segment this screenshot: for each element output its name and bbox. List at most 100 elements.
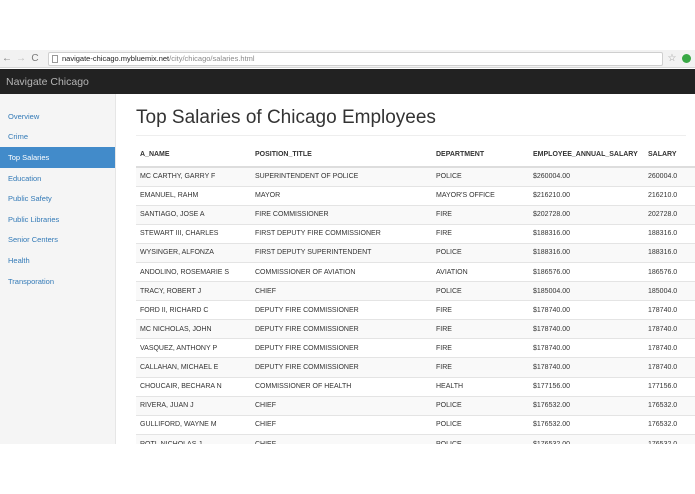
cell-name: VASQUEZ, ANTHONY P [136, 338, 251, 358]
cell-salary: 202728.0 [644, 204, 695, 225]
cell-employee-annual-salary: $188316.00 [529, 223, 644, 244]
cell-salary: 176532.0 [644, 395, 695, 416]
cell-employee-annual-salary: $186576.00 [529, 261, 644, 282]
page-icon [52, 54, 58, 63]
cell-position-title: CHIEF [251, 414, 432, 435]
cell-employee-annual-salary: $178740.00 [529, 338, 644, 358]
table-row: ANDOLINO, ROSEMARIE S COMMISSIONER OF AVI… [136, 261, 695, 282]
cell-position-title: COMMISSIONER OF AVIATION [251, 261, 432, 282]
cell-salary: 176532.0 [644, 414, 695, 435]
table-row: MC NICHOLAS, JOHN DEPUTY FIRE COMMISSIONE… [136, 319, 695, 339]
salaries-table: A_NAME POSITION_TITLE DEPARTMENT EMPLOYE… [136, 143, 695, 444]
table-row: CALLAHAN, MICHAEL E DEPUTY FIRE COMMISSIO… [136, 357, 695, 378]
cell-employee-annual-salary: $185004.00 [529, 281, 644, 301]
cell-employee-annual-salary: $178740.00 [529, 319, 644, 339]
cell-name: WYSINGER, ALFONZA [136, 242, 251, 263]
cell-salary: 186576.0 [644, 261, 695, 282]
sidebar-item-education[interactable]: Education [8, 173, 42, 183]
cell-department: HEALTH [432, 376, 529, 397]
cell-name: ANDOLINO, ROSEMARIE S [136, 261, 251, 282]
cell-employee-annual-salary: $178740.00 [529, 300, 644, 320]
cell-name: TRACY, ROBERT J [136, 281, 251, 301]
column-header-position-title: POSITION_TITLE [251, 143, 432, 168]
cell-salary: 185004.0 [644, 281, 695, 301]
sidebar-item-public-libraries[interactable]: Public Libraries [8, 214, 60, 224]
cell-position-title: FIRST DEPUTY SUPERINTENDENT [251, 242, 432, 263]
cell-employee-annual-salary: $216210.00 [529, 185, 644, 206]
page-title: Top Salaries of Chicago Employees [136, 107, 436, 128]
cell-salary: 176532.0 [644, 433, 695, 444]
column-header-name: A_NAME [136, 143, 251, 168]
cell-name: SANTIAGO, JOSE A [136, 204, 251, 225]
extension-icon[interactable] [679, 52, 693, 66]
cell-name: RIVERA, JUAN J [136, 395, 251, 416]
cell-position-title: DEPUTY FIRE COMMISSIONER [251, 319, 432, 339]
cell-name: GULLIFORD, WAYNE M [136, 414, 251, 435]
app-navbar: Navigate Chicago [0, 69, 695, 94]
cell-department: POLICE [432, 166, 529, 187]
table-row: EMANUEL, RAHM MAYOR MAYOR'S OFFICE $216210.… [136, 185, 695, 206]
cell-name: CALLAHAN, MICHAEL E [136, 357, 251, 378]
sidebar-item-senior-centers[interactable]: Senior Centers [8, 235, 59, 245]
navbar-brand[interactable]: Navigate Chicago [6, 75, 89, 88]
cell-employee-annual-salary: $177156.00 [529, 376, 644, 397]
cell-department: FIRE [432, 300, 529, 320]
cell-employee-annual-salary: $188316.00 [529, 242, 644, 263]
cell-salary: 216210.0 [644, 185, 695, 206]
table-row: RIVERA, JUAN J CHIEF POLICE $176532.00 17653… [136, 395, 695, 416]
cell-position-title: DEPUTY FIRE COMMISSIONER [251, 357, 432, 378]
cell-name: MC CARTHY, GARRY F [136, 166, 251, 187]
column-header-department: DEPARTMENT [432, 143, 529, 168]
column-header-salary: SALARY [644, 143, 695, 168]
cell-salary: 178740.0 [644, 357, 695, 378]
cell-department: POLICE [432, 242, 529, 263]
sidebar-item-transportation[interactable]: Transporation [8, 276, 54, 286]
sidebar-item-health[interactable]: Health [8, 255, 30, 265]
cell-name: STEWART III, CHARLES [136, 223, 251, 244]
cell-position-title: CHIEF [251, 433, 432, 444]
cell-employee-annual-salary: $176532.00 [529, 395, 644, 416]
cell-employee-annual-salary: $178740.00 [529, 357, 644, 378]
table-row: WYSINGER, ALFONZA FIRST DEPUTY SUPERINTEN… [136, 242, 695, 263]
back-icon[interactable]: ← [2, 53, 12, 64]
cell-salary: 178740.0 [644, 338, 695, 358]
table-row: FORD II, RICHARD C DEPUTY FIRE COMMISSION… [136, 300, 695, 320]
table-row: STEWART III, CHARLES FIRST DEPUTY FIRE CO… [136, 223, 695, 244]
cell-position-title: DEPUTY FIRE COMMISSIONER [251, 300, 432, 320]
sidebar-item-overview[interactable]: Overview [8, 111, 40, 121]
address-bar[interactable]: navigate-chicago.mybluemix.net/city/chic… [48, 51, 663, 66]
column-header-employee-annual-salary: EMPLOYEE_ANNUAL_SALARY [529, 143, 644, 168]
cell-name: EMANUEL, RAHM [136, 185, 251, 206]
sidebar-item-crime[interactable]: Crime [8, 132, 28, 142]
cell-salary: 178740.0 [644, 300, 695, 320]
sidebar-item-public-safety[interactable]: Public Safety [8, 194, 52, 204]
table-header-row: A_NAME POSITION_TITLE DEPARTMENT EMPLOYE… [136, 143, 695, 168]
cell-position-title: CHIEF [251, 395, 432, 416]
table-row: VASQUEZ, ANTHONY P DEPUTY FIRE COMMISSION… [136, 338, 695, 358]
bottom-margin [0, 444, 695, 494]
forward-icon[interactable]: → [16, 53, 26, 64]
table-row: CHOUCAIR, BECHARA N COMMISSIONER OF HEALT… [136, 376, 695, 397]
reload-icon[interactable]: C [31, 53, 39, 64]
cell-employee-annual-salary: $176532.00 [529, 414, 644, 435]
cell-department: MAYOR'S OFFICE [432, 185, 529, 206]
main-content: Top Salaries of Chicago Employees A_NAME… [116, 94, 695, 444]
cell-salary: 188316.0 [644, 242, 695, 263]
browser-toolbar: ← → C navigate-chicago.mybluemix.net/cit… [0, 50, 695, 68]
cell-salary: 178740.0 [644, 319, 695, 339]
cell-department: FIRE [432, 338, 529, 358]
cell-salary: 177156.0 [644, 376, 695, 397]
bookmark-star-icon[interactable]: ☆ [667, 53, 677, 64]
url-path: /city/chicago/salaries.html [169, 54, 255, 63]
table-row: ROTI, NICHOLAS JCHIEFPOLICE$176532.00176… [136, 433, 695, 444]
table-row: MC CARTHY, GARRY F SUPERINTENDENT OF POLI… [136, 166, 695, 187]
cell-position-title: FIRST DEPUTY FIRE COMMISSIONER [251, 223, 432, 244]
url-host: navigate-chicago.mybluemix.net [62, 54, 170, 63]
cell-department: FIRE [432, 204, 529, 225]
cell-name: ROTI, NICHOLAS J [136, 433, 251, 444]
sidebar: Overview Crime Top Salaries Education Pu… [0, 94, 116, 444]
cell-department: POLICE [432, 395, 529, 416]
cell-name: MC NICHOLAS, JOHN [136, 319, 251, 339]
cell-department: FIRE [432, 357, 529, 378]
sidebar-item-top-salaries[interactable]: Top Salaries [0, 147, 115, 168]
